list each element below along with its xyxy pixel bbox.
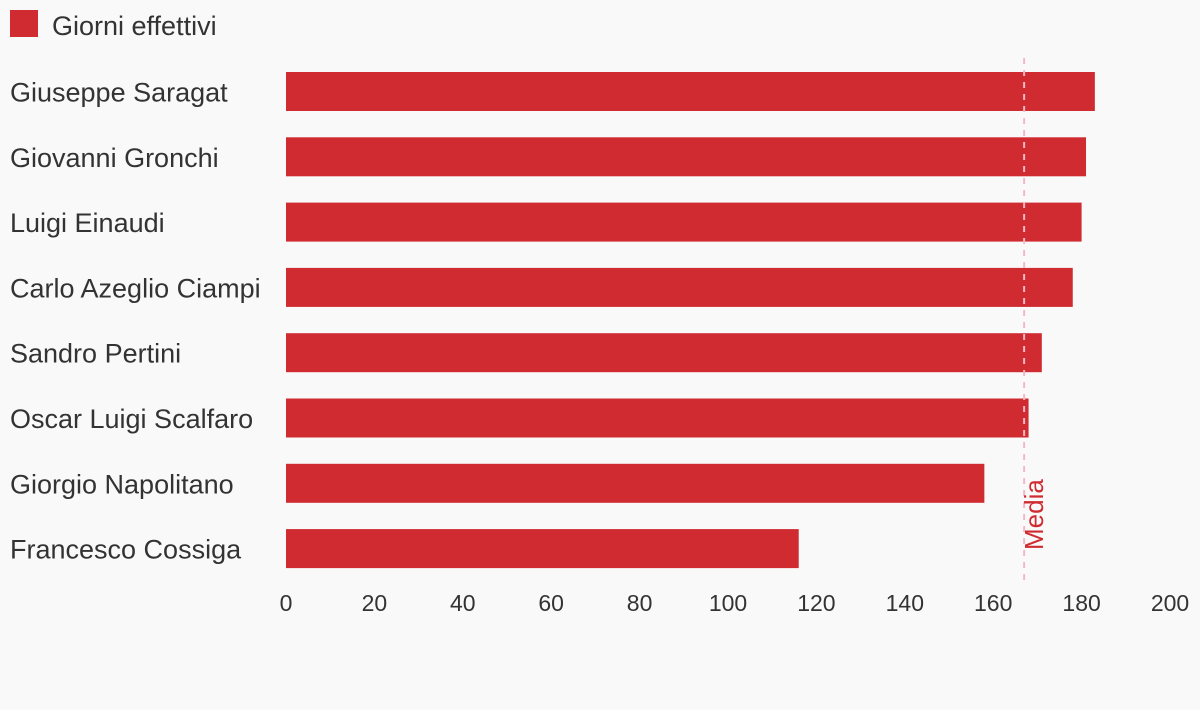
category-label: Sandro Pertini — [10, 339, 181, 369]
legend-label: Giorni effettivi — [52, 11, 217, 41]
x-tick-label: 80 — [627, 590, 653, 616]
category-label: Giovanni Gronchi — [10, 143, 219, 173]
x-tick-label: 20 — [362, 590, 388, 616]
bar-giuseppe-saragat — [286, 72, 1095, 111]
reference-line-group: Media — [1019, 58, 1049, 580]
x-tick-label: 200 — [1151, 590, 1189, 616]
x-tick-label: 120 — [797, 590, 835, 616]
category-labels: Giuseppe Saragat Giovanni Gronchi Luigi Ei… — [10, 78, 261, 565]
x-tick-label: 100 — [709, 590, 747, 616]
category-label: Carlo Azeglio Ciampi — [10, 273, 261, 303]
bar-luigi-einaudi — [286, 202, 1082, 242]
category-label: Oscar Luigi Scalfaro — [10, 404, 253, 434]
x-tick-label: 0 — [280, 590, 293, 616]
x-tick-label: 60 — [538, 590, 564, 616]
bar-oscar-luigi-scalfaro — [286, 398, 1029, 438]
category-label: Giuseppe Saragat — [10, 78, 228, 108]
legend: Giorni effettivi — [10, 10, 217, 41]
bar-sandro-pertini — [286, 333, 1042, 373]
category-label: Francesco Cossiga — [10, 535, 242, 565]
category-label: Giorgio Napolitano — [10, 469, 234, 499]
bar-giovanni-gronchi — [286, 137, 1087, 177]
category-label: Luigi Einaudi — [10, 208, 165, 238]
reference-line-label: Media — [1019, 479, 1049, 550]
bar-francesco-cossiga — [286, 529, 799, 569]
x-tick-label: 40 — [450, 590, 476, 616]
x-axis-ticks: 0 20 40 60 80 100 120 140 160 180 200 — [280, 590, 1190, 616]
bar-carlo-azeglio-ciampi — [286, 267, 1073, 307]
legend-swatch — [10, 10, 38, 37]
bars — [286, 72, 1095, 569]
x-tick-label: 140 — [886, 590, 924, 616]
bar-giorgio-napolitano — [286, 463, 985, 503]
x-tick-label: 180 — [1062, 590, 1100, 616]
x-tick-label: 160 — [974, 590, 1012, 616]
